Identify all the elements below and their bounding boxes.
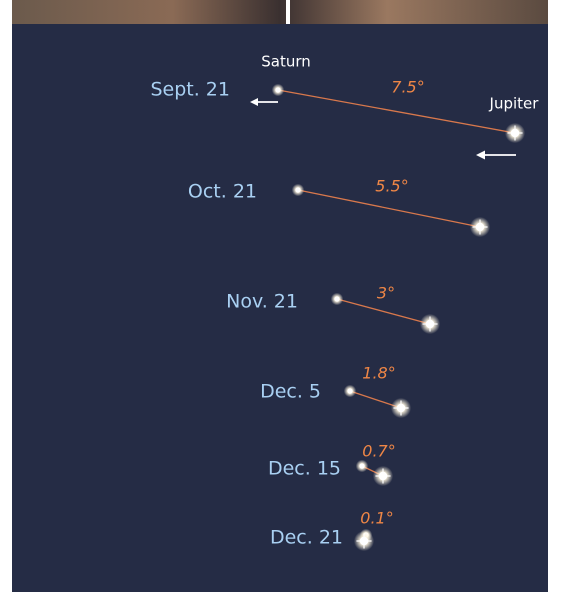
core xyxy=(359,463,364,468)
photo-divider xyxy=(286,0,290,24)
date-label: Oct. 21 xyxy=(188,181,257,203)
date-label: Nov. 21 xyxy=(226,291,298,313)
jupiter xyxy=(420,314,440,334)
jupiter-label: Jupiter xyxy=(489,95,540,113)
separation-label: 7.5° xyxy=(391,78,424,97)
core xyxy=(360,537,368,545)
core xyxy=(379,472,387,480)
saturn xyxy=(344,385,356,397)
core xyxy=(275,87,280,92)
core xyxy=(511,129,519,137)
saturn xyxy=(272,84,284,96)
photo-strip xyxy=(12,0,548,24)
date-label: Dec. 5 xyxy=(260,381,321,403)
core xyxy=(426,320,434,328)
separation-label: 5.5° xyxy=(375,177,408,196)
diagram: Saturn Jupiter Sept. 21 7.5° Oct. 21 5.5° No… xyxy=(0,0,561,592)
jupiter xyxy=(354,531,374,551)
core xyxy=(397,404,405,412)
saturn xyxy=(356,460,368,472)
separation-label: 1.8° xyxy=(362,364,395,383)
date-label: Sept. 21 xyxy=(150,79,230,101)
jupiter xyxy=(391,398,411,418)
core xyxy=(347,388,352,393)
jupiter xyxy=(505,123,525,143)
core xyxy=(295,187,300,192)
saturn-label: Saturn xyxy=(261,53,311,71)
separation-label: 3° xyxy=(377,284,395,303)
core xyxy=(476,223,484,231)
saturn xyxy=(331,293,343,305)
jupiter xyxy=(373,466,393,486)
core xyxy=(334,296,339,301)
date-label: Dec. 15 xyxy=(268,458,341,480)
jupiter xyxy=(470,217,490,237)
saturn xyxy=(292,184,304,196)
separation-label: 0.7° xyxy=(362,442,395,461)
date-label: Dec. 21 xyxy=(270,527,343,549)
separation-label: 0.1° xyxy=(360,509,393,528)
